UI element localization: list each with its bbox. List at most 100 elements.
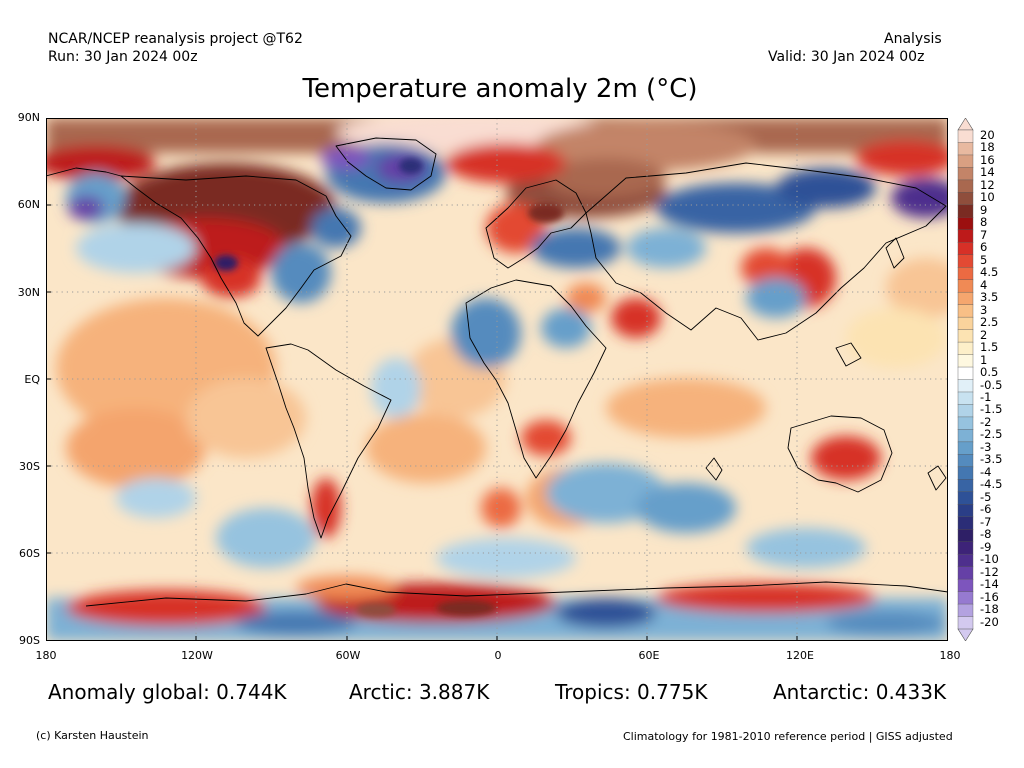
colorbar-swatch	[957, 429, 974, 443]
project-label: NCAR/NCEP reanalysis project @T62	[48, 31, 303, 47]
colorbar-swatch	[957, 316, 974, 331]
colorbar-swatch	[957, 142, 974, 156]
colorbar-swatch	[957, 516, 974, 530]
analysis-label: Analysis	[884, 31, 942, 47]
colorbar-swatch	[957, 254, 974, 268]
colorbar-swatch	[957, 454, 974, 468]
colorbar-label: -2	[980, 414, 992, 429]
colorbar-label: -20	[980, 614, 999, 629]
colorbar-label: 14	[980, 165, 995, 180]
colorbar-label: 12	[980, 177, 995, 192]
colorbar-bottom-arrow	[957, 628, 974, 641]
lon-tick-120w: 120W	[181, 649, 213, 662]
stat-antarctic: Antarctic: 0.433K	[773, 680, 947, 704]
colorbar-swatch	[957, 154, 974, 168]
colorbar-label: 1	[980, 352, 988, 367]
colorbar-swatch	[957, 541, 974, 555]
colorbar-label: -8	[980, 527, 992, 542]
colorbar-label: -3.5	[980, 452, 1003, 467]
lat-tick-90n: 90N	[17, 111, 40, 124]
colorbar-swatch	[957, 167, 974, 181]
colorbar-swatch	[957, 242, 974, 256]
colorbar-swatch	[957, 404, 974, 418]
colorbar-label: 3.5	[980, 290, 999, 305]
colorbar-swatch	[957, 391, 974, 405]
colorbar-swatch	[957, 279, 974, 293]
colorbar-swatch	[957, 329, 974, 343]
colorbar-swatch	[957, 366, 974, 380]
colorbar-swatch	[957, 491, 974, 505]
colorbar-label: 8	[980, 215, 988, 230]
colorbar-label: -7	[980, 514, 992, 529]
colorbar-swatch	[957, 566, 974, 580]
colorbar-label: 3	[980, 302, 988, 317]
climatology-note: Climatology for 1981-2010 reference peri…	[623, 730, 953, 743]
lon-tick-60e: 60E	[638, 649, 660, 662]
colorbar-swatch	[957, 204, 974, 218]
colorbar-label: 0.5	[980, 365, 999, 380]
colorbar-swatch	[957, 354, 974, 368]
lat-tick-60n: 60N	[17, 198, 40, 211]
colorbar-label: 4.5	[980, 265, 999, 280]
colorbar-label: -6	[980, 502, 992, 517]
colorbar-label: 4	[980, 277, 988, 292]
colorbar-label: -5	[980, 489, 992, 504]
colorbar-swatch	[957, 341, 974, 356]
page-title: Temperature anomaly 2m (°C)	[302, 74, 698, 104]
anomaly-detail	[214, 158, 564, 617]
colorbar-label: 2.5	[980, 315, 999, 330]
lat-tick-60s: 60S	[19, 547, 40, 560]
colorbar-swatch	[957, 267, 974, 281]
coastlines	[46, 137, 948, 607]
colorbar-label: 20	[980, 128, 995, 142]
colorbar-label: 1.5	[980, 340, 999, 355]
colorbar-label: 9	[980, 202, 988, 217]
colorbar-swatch	[957, 529, 974, 543]
colorbar-swatch	[957, 129, 974, 143]
colorbar-label: 18	[980, 140, 995, 155]
colorbar-swatch	[957, 504, 974, 518]
colorbar-swatch	[957, 217, 974, 231]
colorbar-swatch	[957, 591, 974, 605]
colorbar-label: -1.5	[980, 402, 1003, 417]
colorbar-swatch	[957, 229, 974, 243]
lon-tick-60w: 60W	[335, 649, 361, 662]
lon-tick-120e: 120E	[786, 649, 814, 662]
colorbar-label: -14	[980, 577, 999, 592]
lon-tick-180w: 180	[35, 649, 57, 662]
colorbar-top-arrow	[957, 118, 974, 131]
colorbar-swatch	[957, 616, 974, 630]
stat-global: Anomaly global: 0.744K	[48, 680, 287, 704]
colorbar-label: 5	[980, 252, 988, 267]
map-tick-marks	[46, 118, 798, 641]
run-label: Run: 30 Jan 2024 00z	[48, 49, 198, 65]
colorbar-label: -18	[980, 602, 999, 617]
colorbar-swatch	[957, 416, 974, 430]
colorbar-swatch	[957, 553, 974, 568]
lat-tick-30s: 30S	[19, 460, 40, 473]
colorbar-label: -0.5	[980, 377, 1003, 392]
colorbar-swatch	[957, 441, 974, 455]
colorbar-swatch	[957, 479, 974, 493]
colorbar-label: -1	[980, 389, 992, 404]
colorbar-label: -4.5	[980, 477, 1003, 492]
colorbar-label: 2	[980, 327, 988, 342]
colorbar-label: -3	[980, 439, 992, 454]
colorbar-swatch	[957, 304, 974, 318]
colorbar-label: -10	[980, 552, 999, 567]
colorbar-swatch	[957, 578, 974, 593]
colorbar-label: 6	[980, 240, 988, 255]
colorbar	[957, 118, 974, 641]
valid-label: Valid: 30 Jan 2024 00z	[768, 49, 925, 65]
colorbar-label: -2.5	[980, 427, 1003, 442]
colorbar-swatch	[957, 603, 974, 618]
colorbar-label: 10	[980, 190, 995, 205]
colorbar-label: -12	[980, 564, 999, 579]
lat-tick-30n: 30N	[17, 286, 40, 299]
colorbar-label: 7	[980, 227, 988, 242]
colorbar-label: 16	[980, 152, 995, 167]
stat-arctic: Arctic: 3.887K	[349, 680, 490, 704]
lon-tick-180e: 180	[939, 649, 961, 662]
colorbar-label: -4	[980, 464, 992, 479]
colorbar-label: -16	[980, 589, 999, 604]
